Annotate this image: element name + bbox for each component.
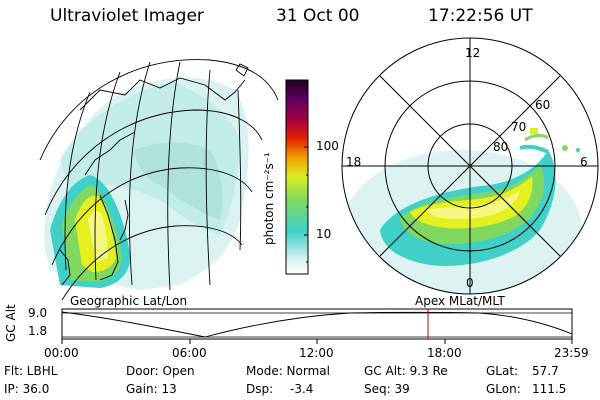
lat-label-80: 80 [493,140,509,154]
polar-plot [341,37,599,295]
door-status: Door: Open [126,364,195,378]
mode-status: Mode: Normal [246,364,330,378]
time-tick-1800: 18:00 [427,346,462,360]
altitude-axis-label: GC Alt [4,304,18,342]
altitude-tick-high: 9.0 [28,306,48,320]
colorbar-unit-label: photon cm⁻²s⁻¹ [262,152,276,245]
lat-label-60: 60 [535,98,551,112]
gc-alt-status: GC Alt: 9.3 Re [364,364,448,378]
mlt-label-6: 6 [580,155,588,169]
dsp-label: Dsp: [246,382,274,396]
gain-status: Gain: 13 [126,382,177,396]
right-map-label: Apex MLat/MLT [415,294,505,308]
time-tick-1200: 12:00 [299,346,334,360]
altitude-panel [61,308,573,344]
glat-value: 57.7 [532,364,559,378]
filter-status: Flt: LBHL [4,364,58,378]
left-map-label: Geographic Lat/Lon [70,294,188,308]
altitude-tick-low: 1.8 [28,324,48,338]
geographic-map [39,59,279,301]
glat-label: GLat: [486,364,519,378]
mlt-label-0: 0 [466,276,474,290]
instrument-title: Ultraviolet Imager [50,6,204,26]
time-label: 17:22:56 UT [428,6,533,26]
lat-label-70: 70 [511,120,527,134]
ip-status: IP: 36.0 [4,382,50,396]
colorbar-tick-100: 100 [316,139,339,153]
seq-status: Seq: 39 [364,382,410,396]
time-tick-0600: 06:00 [172,346,207,360]
dsp-value: -3.4 [290,382,314,396]
time-tick-2359: 23:59 [554,346,589,360]
time-tick-0000: 00:00 [44,346,79,360]
colorbar [285,79,309,275]
colorbar-tick-10: 10 [316,227,332,241]
glon-label: GLon: [486,382,521,396]
date-label: 31 Oct 00 [276,6,360,26]
mlt-label-12: 12 [465,46,481,60]
mlt-label-18: 18 [346,155,362,169]
glon-value: 111.5 [532,382,567,396]
